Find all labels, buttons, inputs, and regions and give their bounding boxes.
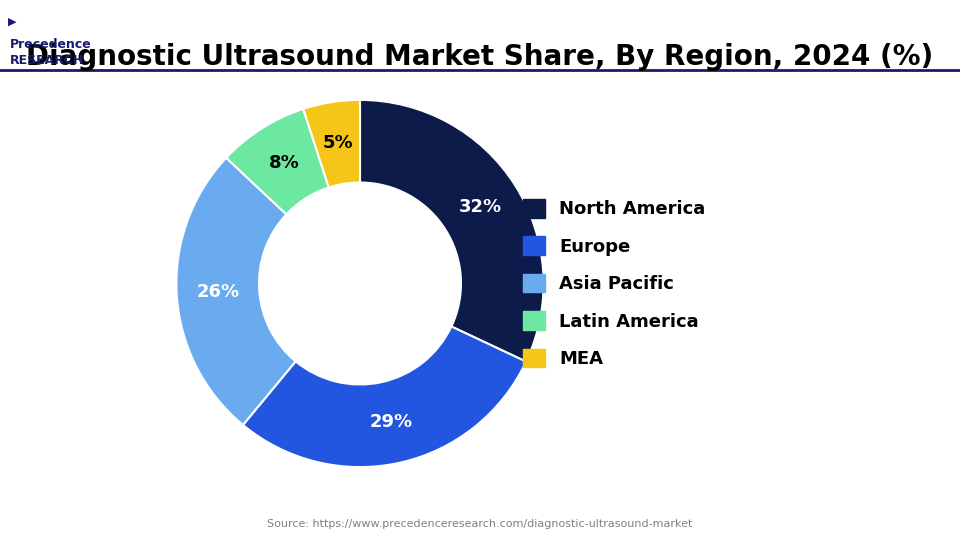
Text: Precedence
RESEARCH: Precedence RESEARCH bbox=[10, 38, 91, 67]
Text: 5%: 5% bbox=[323, 134, 353, 152]
Text: Diagnostic Ultrasound Market Share, By Region, 2024 (%): Diagnostic Ultrasound Market Share, By R… bbox=[26, 43, 934, 71]
Wedge shape bbox=[243, 327, 526, 467]
Text: 32%: 32% bbox=[459, 198, 502, 216]
Wedge shape bbox=[227, 109, 328, 214]
Text: ▶: ▶ bbox=[8, 16, 16, 26]
Wedge shape bbox=[303, 100, 360, 187]
Wedge shape bbox=[177, 158, 296, 425]
Legend: North America, Europe, Asia Pacific, Latin America, MEA: North America, Europe, Asia Pacific, Lat… bbox=[516, 192, 712, 375]
Text: Source: https://www.precedenceresearch.com/diagnostic-ultrasound-market: Source: https://www.precedenceresearch.c… bbox=[267, 519, 693, 529]
Text: 29%: 29% bbox=[370, 413, 413, 431]
Text: 8%: 8% bbox=[269, 154, 300, 172]
Wedge shape bbox=[360, 100, 543, 362]
Text: 26%: 26% bbox=[197, 284, 240, 301]
